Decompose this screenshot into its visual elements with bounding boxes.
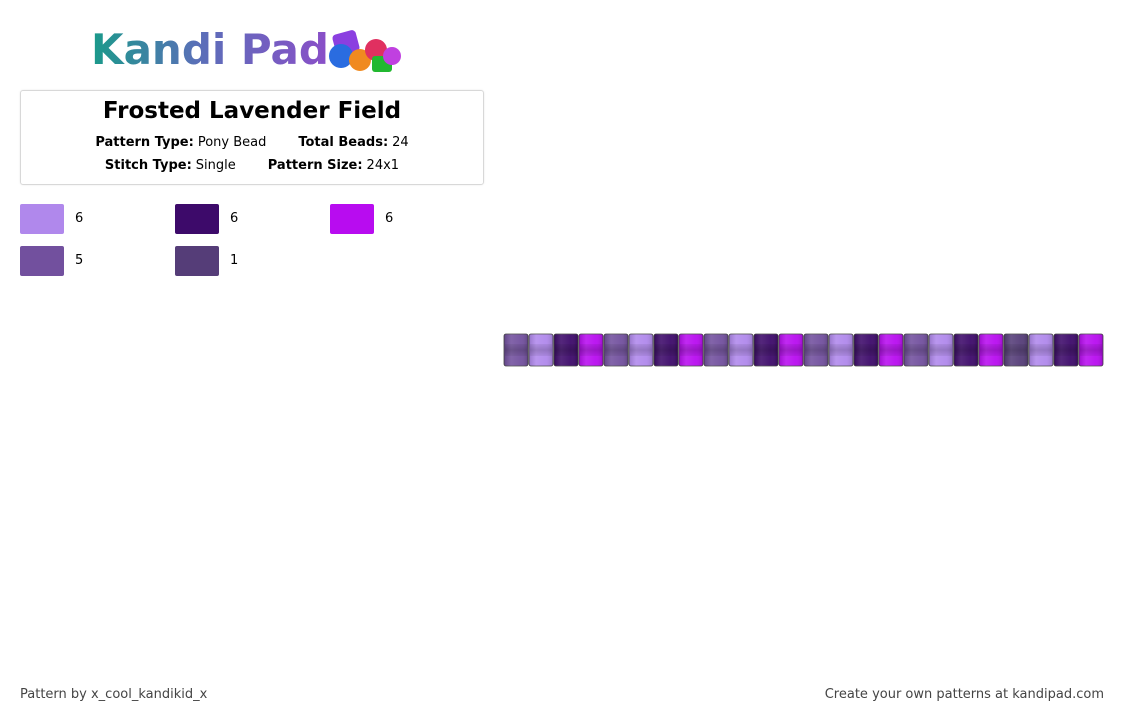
info-row: Pattern Type: Pony Bead Total Beads: 24 bbox=[21, 135, 483, 150]
bead-hole bbox=[755, 344, 777, 356]
bead bbox=[678, 333, 704, 367]
info-value: 24x1 bbox=[366, 158, 400, 173]
bead-hole bbox=[605, 344, 627, 356]
info-pair: Total Beads: 24 bbox=[298, 135, 408, 150]
bead bbox=[953, 333, 979, 367]
info-pair: Pattern Type: Pony Bead bbox=[95, 135, 266, 150]
bead bbox=[903, 333, 929, 367]
bead-hole bbox=[780, 344, 802, 356]
bead bbox=[603, 333, 629, 367]
bead bbox=[578, 333, 604, 367]
bead bbox=[853, 333, 879, 367]
bead-hole bbox=[630, 344, 652, 356]
bead bbox=[628, 333, 654, 367]
bead bbox=[1078, 333, 1104, 367]
bead-hole bbox=[830, 344, 852, 356]
bead-hole bbox=[980, 344, 1002, 356]
bead bbox=[778, 333, 804, 367]
info-label: Pattern Size: bbox=[267, 158, 363, 173]
bead bbox=[928, 333, 954, 367]
bead bbox=[503, 333, 529, 367]
bead-hole bbox=[905, 344, 927, 356]
info-box: Frosted Lavender Field Pattern Type: Pony… bbox=[20, 90, 484, 185]
bead bbox=[1028, 333, 1054, 367]
legend-swatch bbox=[330, 204, 374, 234]
info-pair: Stitch Type: Single bbox=[105, 158, 236, 173]
bead bbox=[753, 333, 779, 367]
legend-swatch bbox=[20, 246, 64, 276]
bead-strip bbox=[503, 333, 1104, 367]
bead bbox=[653, 333, 679, 367]
bead bbox=[728, 333, 754, 367]
bead-hole bbox=[805, 344, 827, 356]
info-label: Total Beads: bbox=[298, 135, 389, 150]
bead-hole bbox=[855, 344, 877, 356]
logo: Kandi Pad bbox=[91, 25, 401, 74]
info-row: Stitch Type: Single Pattern Size: 24x1 bbox=[21, 158, 483, 173]
legend-count: 5 bbox=[75, 253, 84, 268]
legend-count: 1 bbox=[230, 253, 239, 268]
bead-hole bbox=[930, 344, 952, 356]
legend-swatch bbox=[20, 204, 64, 234]
bead bbox=[553, 333, 579, 367]
footer-link[interactable]: Create your own patterns at kandipad.com bbox=[824, 687, 1104, 702]
info-value: Pony Bead bbox=[197, 135, 267, 150]
bead bbox=[703, 333, 729, 367]
bead bbox=[528, 333, 554, 367]
bead-hole bbox=[1030, 344, 1052, 356]
bead-hole bbox=[705, 344, 727, 356]
bead bbox=[828, 333, 854, 367]
bead-hole bbox=[1005, 344, 1027, 356]
bead-hole bbox=[580, 344, 602, 356]
legend-count: 6 bbox=[385, 211, 394, 226]
info-label: Stitch Type: bbox=[104, 158, 192, 173]
bead bbox=[803, 333, 829, 367]
bead-hole bbox=[1055, 344, 1077, 356]
info-value: 24 bbox=[392, 135, 409, 150]
bead-hole bbox=[505, 344, 527, 356]
bead bbox=[878, 333, 904, 367]
legend-count: 6 bbox=[75, 211, 84, 226]
logo-icon bbox=[329, 30, 401, 72]
footer-credit: Pattern by x_cool_kandikid_x bbox=[20, 687, 208, 702]
bead-hole bbox=[555, 344, 577, 356]
bead-hole bbox=[1080, 344, 1102, 356]
info-label: Pattern Type: bbox=[95, 135, 194, 150]
info-value: Single bbox=[195, 158, 236, 173]
bead bbox=[1053, 333, 1079, 367]
bead-hole bbox=[880, 344, 902, 356]
bead-hole bbox=[680, 344, 702, 356]
bead-hole bbox=[655, 344, 677, 356]
logo-text: Kandi Pad bbox=[91, 25, 329, 74]
legend-count: 6 bbox=[230, 211, 239, 226]
bead-hole bbox=[530, 344, 552, 356]
bead bbox=[1003, 333, 1029, 367]
bead-hole bbox=[955, 344, 977, 356]
legend-swatch bbox=[175, 246, 219, 276]
bead bbox=[978, 333, 1004, 367]
pattern-title: Frosted Lavender Field bbox=[102, 98, 402, 124]
info-pair: Pattern Size: 24x1 bbox=[268, 158, 399, 173]
bead-hole bbox=[730, 344, 752, 356]
legend-swatch bbox=[175, 204, 219, 234]
